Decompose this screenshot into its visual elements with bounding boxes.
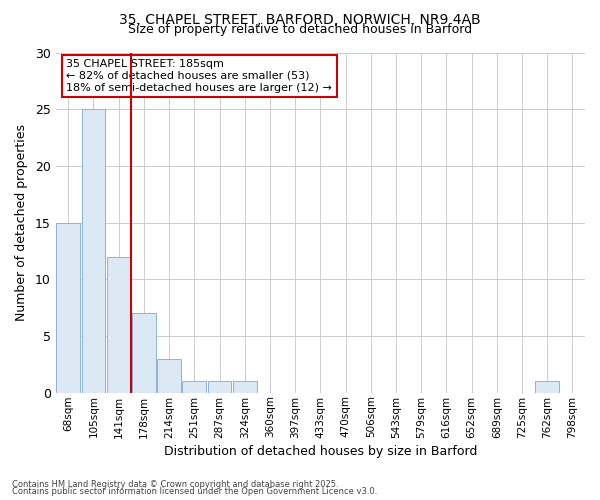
Text: Size of property relative to detached houses in Barford: Size of property relative to detached ho… <box>128 22 472 36</box>
Bar <box>208 382 232 392</box>
Bar <box>233 382 257 392</box>
Bar <box>535 382 559 392</box>
Bar <box>182 382 206 392</box>
Bar <box>56 222 80 392</box>
Bar <box>157 358 181 392</box>
X-axis label: Distribution of detached houses by size in Barford: Distribution of detached houses by size … <box>164 444 477 458</box>
Text: 35, CHAPEL STREET, BARFORD, NORWICH, NR9 4AB: 35, CHAPEL STREET, BARFORD, NORWICH, NR9… <box>119 12 481 26</box>
Text: 35 CHAPEL STREET: 185sqm
← 82% of detached houses are smaller (53)
18% of semi-d: 35 CHAPEL STREET: 185sqm ← 82% of detach… <box>66 60 332 92</box>
Y-axis label: Number of detached properties: Number of detached properties <box>15 124 28 321</box>
Bar <box>82 109 106 393</box>
Bar <box>107 256 131 392</box>
Text: Contains public sector information licensed under the Open Government Licence v3: Contains public sector information licen… <box>12 488 377 496</box>
Text: Contains HM Land Registry data © Crown copyright and database right 2025.: Contains HM Land Registry data © Crown c… <box>12 480 338 489</box>
Bar <box>132 314 156 392</box>
